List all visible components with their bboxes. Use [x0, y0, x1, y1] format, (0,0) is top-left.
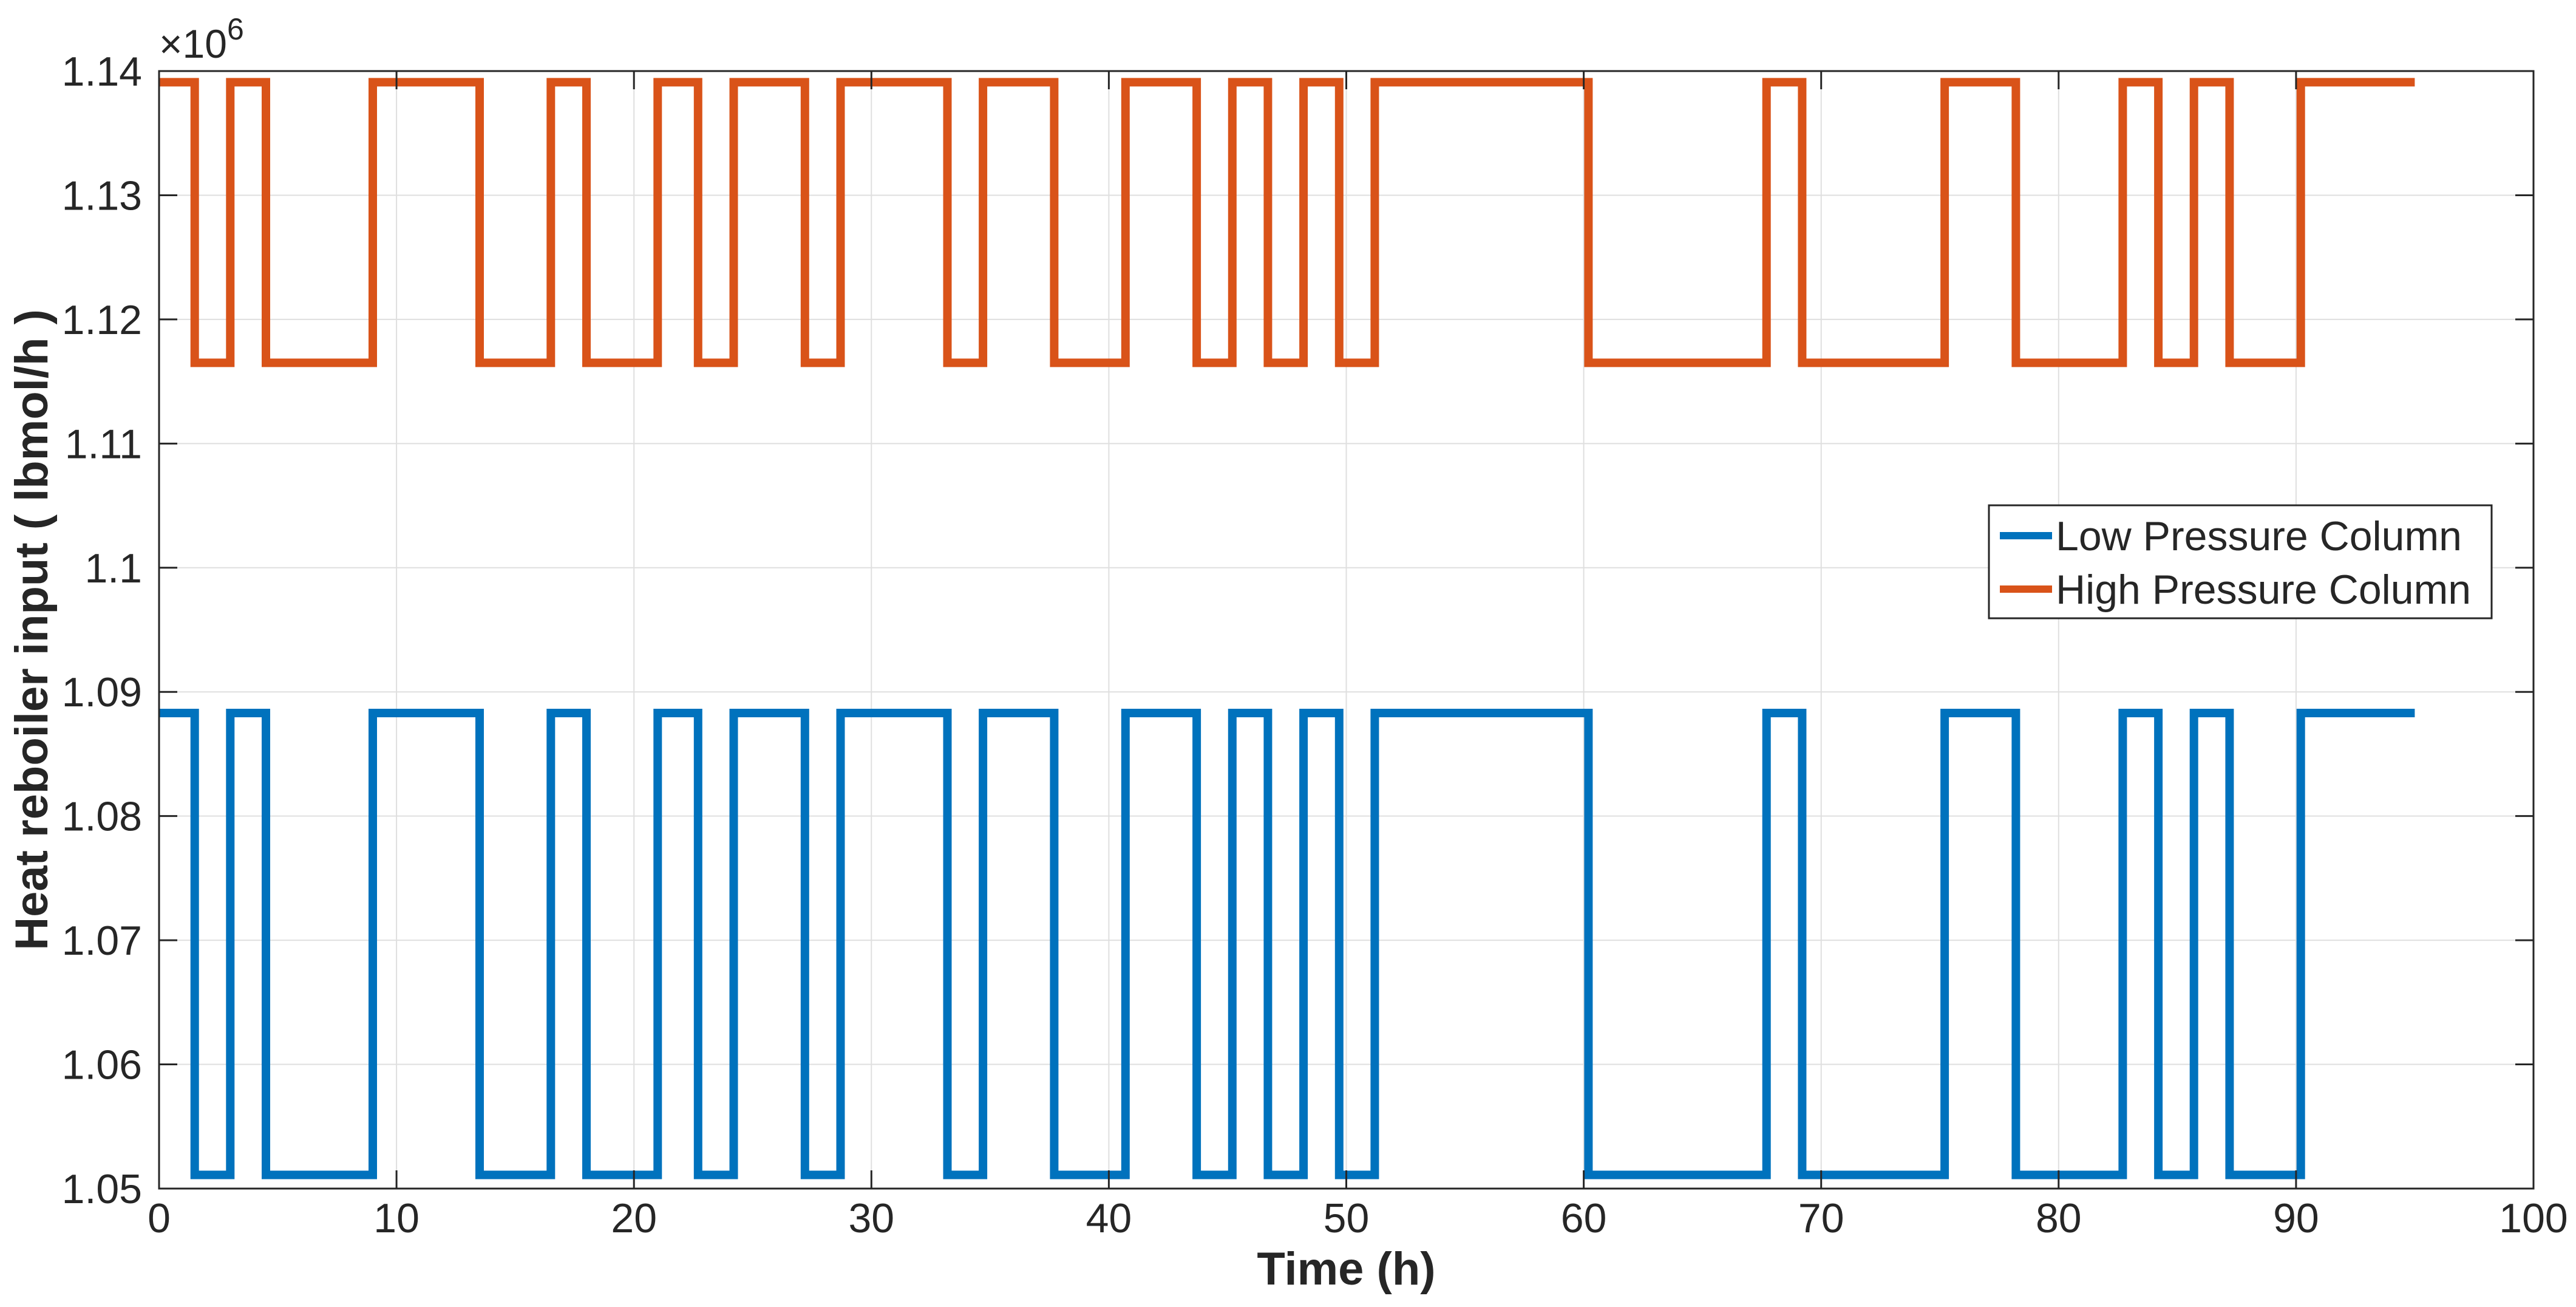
legend: Low Pressure Column High Pressure Column: [1988, 504, 2493, 619]
x-axis-title: Time (h): [1257, 1243, 1435, 1295]
y-tick-label: 1.06: [62, 1042, 142, 1088]
x-tick-label: 100: [2499, 1195, 2568, 1241]
y-tick-label: 1.08: [62, 794, 142, 840]
legend-label-high-pressure: High Pressure Column: [2056, 567, 2471, 613]
x-tick-label: 20: [611, 1195, 657, 1241]
series-group: [159, 78, 2415, 1179]
series-line-low-pressure: [159, 709, 2415, 1179]
y-tick-label: 1.13: [62, 172, 142, 219]
y-tick-label: 1.11: [65, 421, 142, 467]
x-tick-label: 30: [848, 1195, 894, 1241]
y-tick-label: 1.05: [62, 1166, 142, 1212]
x-tick-label: 80: [2036, 1195, 2082, 1241]
x-tick-label: 70: [1798, 1195, 1844, 1241]
x-tick-label: 90: [2273, 1195, 2319, 1241]
x-tick-label: 40: [1086, 1195, 1132, 1241]
y-tick-label: 1.14: [62, 49, 142, 95]
y-axis-title: Heat reboiler input ( lbmol/h ): [6, 309, 58, 950]
x-tick-label: 10: [373, 1195, 420, 1241]
tick-labels: 0 10 20 30 40 50 60 70 80 90 100 1.05 1.06 1.07 1.08 1.…: [62, 49, 2568, 1241]
y-tick-label: 1.12: [62, 297, 142, 343]
legend-box: [1988, 504, 2493, 619]
y-tick-label: 1.07: [62, 918, 142, 964]
y-axis-multiplier: ×106: [159, 12, 244, 66]
series-line-high-pressure: [159, 78, 2415, 367]
y-tick-label: 1.09: [62, 669, 142, 715]
x-tick-label: 60: [1561, 1195, 1607, 1241]
x-tick-label: 0: [148, 1195, 171, 1241]
y-tick-label: 1.1: [84, 545, 142, 592]
y-axis-multiplier-exponent: 6: [227, 12, 244, 46]
ticks: [158, 70, 2535, 1190]
y-axis-multiplier-base: ×10: [159, 21, 227, 66]
x-tick-label: 50: [1324, 1195, 1370, 1241]
legend-label-low-pressure: Low Pressure Column: [2056, 513, 2462, 559]
